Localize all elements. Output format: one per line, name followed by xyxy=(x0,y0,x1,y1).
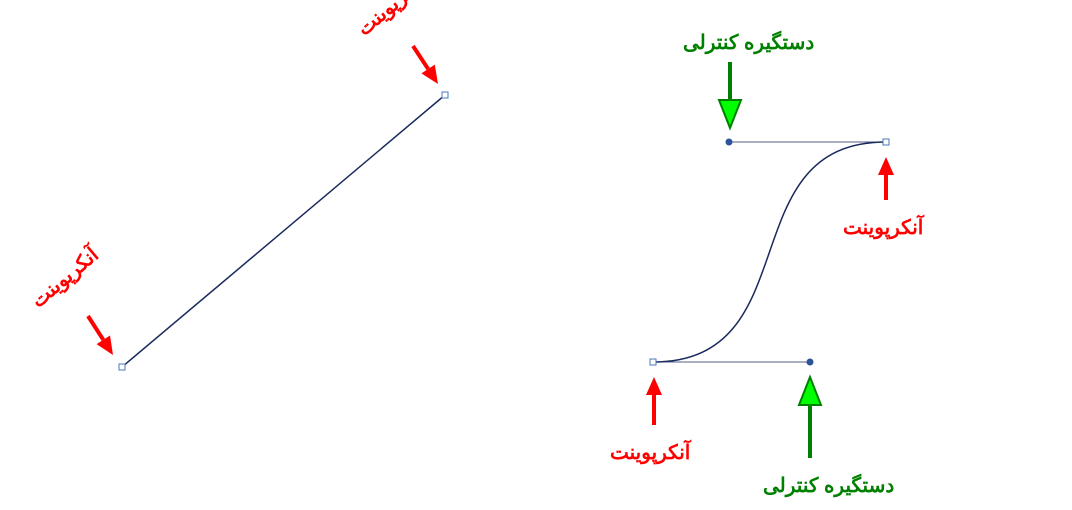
anchor-label: آنکرپوینت xyxy=(610,440,690,465)
diagram-canvas xyxy=(0,0,1072,510)
anchor-label: آنکرپوینت xyxy=(843,215,923,240)
control-label: دستگیره کنترلی xyxy=(683,30,814,55)
control-label: دستگیره کنترلی xyxy=(763,473,894,498)
